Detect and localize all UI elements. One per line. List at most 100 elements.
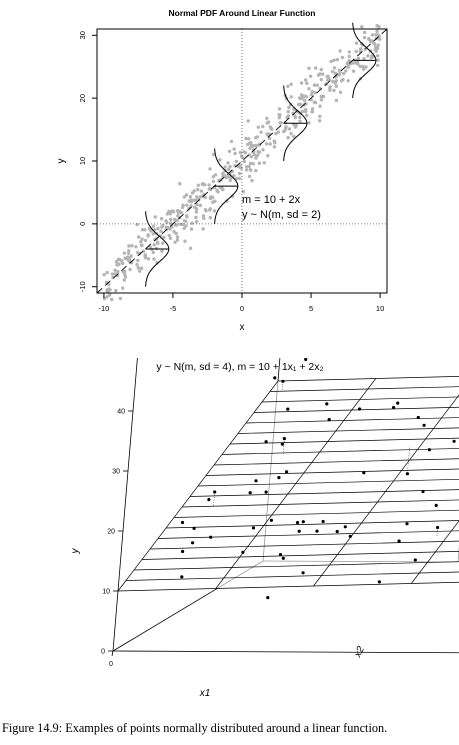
chart1-point — [269, 126, 273, 130]
chart2-y-axis-label: y — [70, 548, 81, 555]
chart2-point — [273, 376, 277, 380]
chart1-point — [247, 153, 251, 157]
chart1-point — [313, 101, 318, 105]
chart1-point — [285, 115, 289, 120]
chart1-point — [152, 257, 156, 261]
chart1-point — [227, 149, 232, 153]
chart2-point — [264, 440, 268, 444]
chart2-point — [266, 596, 270, 600]
chart1-point — [113, 272, 117, 276]
chart1-point — [332, 88, 336, 93]
chart2-title-text: y ~ N(m, sd = 4), m = 10 + 1x₁ + 2x₂ — [156, 361, 323, 373]
figure-caption: Figure 14.9: Examples of points normally… — [2, 721, 388, 735]
chart1-point — [123, 275, 128, 279]
chart1-point — [329, 59, 333, 64]
chart1-point — [165, 220, 169, 225]
chart1-point — [319, 67, 323, 72]
chart1-point — [360, 25, 364, 29]
chart1-point — [314, 66, 318, 70]
chart1-point — [361, 64, 365, 69]
chart1-point — [208, 208, 212, 212]
chart1-point — [298, 119, 302, 124]
chart1-point — [242, 159, 247, 164]
chart1-point — [272, 139, 276, 143]
chart1-point — [102, 296, 107, 301]
chart1-point — [282, 129, 286, 134]
chart2-point — [343, 525, 347, 529]
chart1-point — [196, 188, 200, 192]
chart1-point — [301, 94, 305, 98]
chart1-point — [355, 61, 359, 65]
chart1-density-curve — [352, 22, 377, 99]
chart1-point — [319, 98, 324, 102]
chart1-point — [375, 29, 379, 33]
chart2-point — [282, 437, 286, 441]
chart1-point — [304, 78, 308, 82]
chart1-point — [185, 214, 189, 218]
chart1-point — [376, 43, 380, 47]
chart1-point — [138, 269, 142, 273]
chart2-point — [397, 539, 401, 543]
chart1-y-tick-label: -10 — [78, 281, 87, 292]
chart1-point — [108, 293, 112, 297]
chart1-point — [135, 263, 139, 267]
chart2-y-tick-label: 10 — [102, 589, 110, 596]
chart2-point-residual — [281, 381, 284, 392]
chart2-point — [281, 379, 285, 383]
chart1-point — [286, 84, 290, 89]
chart1-point — [190, 221, 194, 225]
chart1-point — [330, 69, 335, 74]
chart1-point — [160, 225, 164, 229]
chart2-box-front — [112, 358, 459, 654]
chart1-point — [335, 58, 340, 62]
chart1-point — [292, 134, 296, 139]
chart1-point — [190, 191, 195, 195]
chart1-point — [179, 211, 183, 215]
chart1-point — [377, 25, 381, 29]
chart1-point — [202, 216, 206, 221]
chart1-annotation-distribution: y ~ N(m, sd = 2) — [242, 209, 321, 221]
chart1-point — [299, 81, 304, 85]
chart1-point — [203, 208, 208, 212]
chart1-point — [337, 73, 342, 77]
chart1-point — [171, 209, 175, 213]
chart2-point — [434, 503, 438, 507]
chart1-point — [122, 251, 127, 255]
chart2-point — [277, 476, 281, 480]
chart2-point — [304, 358, 308, 361]
chart1-point — [315, 83, 319, 87]
chart1-point — [175, 218, 179, 223]
chart1-y-tick-label: 10 — [78, 157, 87, 165]
chart1-point — [374, 45, 378, 49]
chart1-point — [151, 250, 155, 255]
chart1-point — [212, 209, 217, 213]
chart1-point — [303, 98, 307, 103]
chart1-point — [174, 231, 178, 236]
chart1-point — [162, 235, 166, 240]
chart2-point — [301, 571, 305, 575]
chart1-point — [287, 105, 291, 110]
chart1-point — [310, 90, 314, 94]
chart1-point — [367, 37, 371, 41]
chart2-point — [405, 472, 409, 476]
chart2-point — [413, 558, 417, 562]
chart1-point — [274, 131, 278, 136]
chart1-point — [255, 135, 259, 139]
chart1-point — [256, 150, 260, 154]
chart1-point — [362, 57, 366, 61]
chart1-point — [107, 287, 111, 292]
chart1-point — [247, 174, 252, 179]
chart1-point — [172, 230, 176, 234]
chart2-point — [396, 401, 400, 405]
chart1-point — [155, 240, 160, 245]
chart1-point — [221, 187, 225, 192]
chart1-point — [289, 82, 293, 86]
chart1-point — [265, 132, 269, 136]
chart1-point — [228, 178, 232, 183]
chart1-point — [228, 164, 232, 169]
chart2-point — [281, 556, 285, 560]
chart1-point — [167, 233, 171, 238]
chart2-axes: 0246810024681001020304050 — [101, 409, 133, 668]
chart2-point — [278, 553, 283, 557]
